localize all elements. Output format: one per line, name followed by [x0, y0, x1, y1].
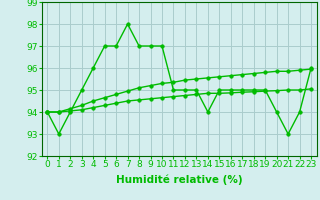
X-axis label: Humidité relative (%): Humidité relative (%) — [116, 175, 243, 185]
